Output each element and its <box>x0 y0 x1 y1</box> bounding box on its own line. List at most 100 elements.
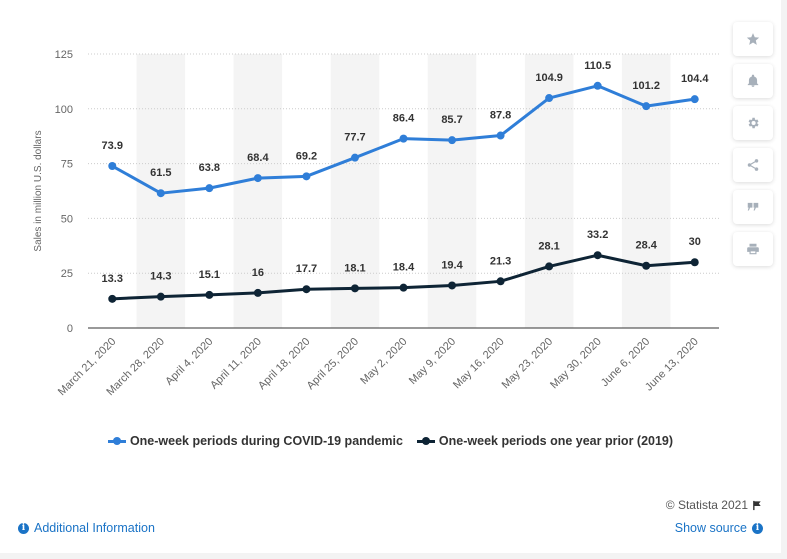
quote-icon <box>747 202 759 211</box>
data-point <box>156 292 165 301</box>
favorite-button[interactable] <box>733 22 773 56</box>
share-button[interactable] <box>733 148 773 182</box>
series-1: 13.3 14.3 15.1 16 17.7 18.1 18.4 19.4 21.3 28.1 33… <box>102 229 701 303</box>
legend-marker-prior-year <box>416 436 435 446</box>
series-group: 73.9 61.5 63.8 68.4 69.2 77.7 86.4 85.7 87.8 104.… <box>102 60 709 303</box>
data-label: 87.8 <box>490 110 511 122</box>
info-icon: i <box>18 522 29 534</box>
show-source-label: Show source <box>674 521 747 535</box>
data-point <box>545 94 554 103</box>
print-button[interactable] <box>733 232 773 266</box>
data-point <box>399 134 408 143</box>
data-point <box>399 283 408 292</box>
data-label: 104.4 <box>681 73 709 85</box>
data-label: 73.9 <box>102 140 123 152</box>
data-point <box>108 294 117 303</box>
data-label: 14.3 <box>150 271 171 283</box>
x-tick-label: May 9, 2020 <box>407 336 458 387</box>
data-label: 110.5 <box>584 60 611 72</box>
x-tick-label: May 16, 2020 <box>451 336 507 392</box>
data-point <box>448 136 457 145</box>
column-band <box>330 54 380 328</box>
cite-button[interactable] <box>733 190 773 224</box>
column-bands <box>136 54 671 328</box>
print-icon <box>747 243 759 255</box>
data-point <box>205 290 214 299</box>
data-label: 19.4 <box>441 259 463 271</box>
gear-icon <box>748 117 759 129</box>
data-label: 61.5 <box>150 167 171 179</box>
data-label: 13.3 <box>102 273 123 285</box>
data-label: 30 <box>689 236 701 248</box>
copyright-text: © Statista 2021 <box>665 498 748 512</box>
data-label: 18.4 <box>393 262 415 274</box>
legend-label-prior-year: One-week periods one year prior (2019) <box>438 434 674 448</box>
additional-information-label: Additional Information <box>34 521 155 535</box>
info-icon: i <box>752 522 763 534</box>
legend-label-covid: One-week periods during COVID-19 pandemi… <box>129 434 403 448</box>
series-0: 73.9 61.5 63.8 68.4 69.2 77.7 86.4 85.7 87.8 104.… <box>102 60 709 198</box>
data-point <box>593 81 602 90</box>
data-point <box>253 288 262 297</box>
data-label: 85.7 <box>441 114 462 126</box>
data-point <box>448 281 457 290</box>
x-tick-label: April 25, 2020 <box>305 336 361 392</box>
legend-marker-covid <box>107 436 126 446</box>
data-point <box>108 162 117 171</box>
x-tick-label: May 30, 2020 <box>548 336 604 392</box>
data-label: 18.1 <box>344 262 365 274</box>
data-point <box>205 184 214 193</box>
data-point <box>642 261 651 270</box>
data-label: 63.8 <box>199 162 220 174</box>
y-tick-label: 100 <box>55 104 73 116</box>
data-label: 28.4 <box>635 240 657 252</box>
data-label: 104.9 <box>535 72 563 84</box>
data-label: 16 <box>252 267 264 279</box>
data-label: 21.3 <box>490 255 511 267</box>
data-label: 28.1 <box>538 240 559 252</box>
copyright-notice: © Statista 2021 <box>666 498 763 512</box>
y-axis-title: Sales in million U.S. dollars <box>33 130 44 251</box>
data-label: 33.2 <box>587 229 608 241</box>
data-label: 69.2 <box>296 150 317 162</box>
y-tick-label: 25 <box>61 268 73 280</box>
data-point <box>545 262 554 271</box>
data-point <box>690 95 699 104</box>
x-tick-label: June 6, 2020 <box>599 336 652 389</box>
data-point <box>302 285 311 294</box>
x-tick-label: April 4, 2020 <box>163 336 215 388</box>
data-point <box>253 174 262 183</box>
data-point <box>642 102 651 111</box>
star-icon <box>746 33 760 45</box>
settings-button[interactable] <box>733 106 773 140</box>
chart-toolbar <box>733 22 775 274</box>
legend-item-prior-year[interactable]: One-week periods one year prior (2019) <box>416 434 674 448</box>
y-tick-label: 125 <box>55 49 73 61</box>
flag-icon <box>753 500 761 510</box>
data-point <box>690 258 699 267</box>
show-source-link[interactable]: Show source i <box>675 521 763 535</box>
additional-information-link[interactable]: i Additional Information <box>18 521 155 535</box>
data-point <box>350 284 359 293</box>
column-band <box>621 54 671 328</box>
chart-legend: One-week periods during COVID-19 pandemi… <box>0 434 781 448</box>
share-icon <box>747 159 759 171</box>
y-axis-ticks: 0 25 50 75 100 125 <box>55 49 73 335</box>
notification-button[interactable] <box>733 64 773 98</box>
data-label: 101.2 <box>632 80 660 92</box>
data-label: 17.7 <box>296 263 317 275</box>
y-tick-label: 75 <box>61 159 73 171</box>
data-label: 77.7 <box>344 132 365 144</box>
data-point <box>156 189 165 198</box>
data-point <box>350 153 359 162</box>
data-point <box>593 251 602 260</box>
data-point <box>496 277 505 286</box>
data-label: 86.4 <box>393 113 415 125</box>
data-label: 68.4 <box>247 152 269 164</box>
data-point <box>496 131 505 140</box>
line-chart: 0 25 50 75 100 125 Sales in million U.S. doll… <box>33 49 719 399</box>
legend-item-covid[interactable]: One-week periods during COVID-19 pandemi… <box>107 434 403 448</box>
x-tick-label: May 2, 2020 <box>358 336 409 387</box>
